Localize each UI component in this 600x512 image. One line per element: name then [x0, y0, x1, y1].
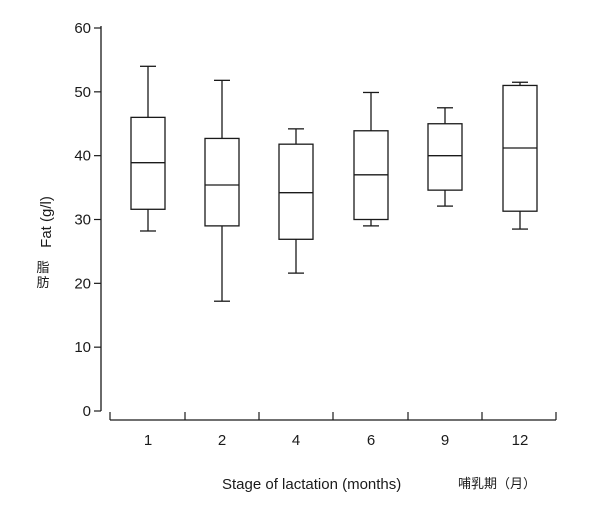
- box-6: [353, 91, 389, 227]
- y-axis: 0 10 20 30 40 50 60: [74, 20, 102, 420]
- x-tick-label: 6: [367, 432, 375, 449]
- y-tick-label: 10: [74, 339, 91, 356]
- y-tick-label: 40: [74, 148, 91, 165]
- y-axis-title-cn-char-2: 肪: [36, 275, 49, 291]
- box-2: [204, 79, 240, 302]
- box-series: [130, 65, 538, 302]
- x-axis: 1 2 4 6 9 12: [109, 412, 557, 449]
- x-tick-label: 1: [144, 432, 152, 449]
- box-4: [278, 128, 314, 274]
- y-axis-title-cn-char-1: 脂: [36, 261, 49, 276]
- y-tick-label: 20: [74, 275, 91, 292]
- x-axis-title: Stage of lactation (months): [222, 476, 401, 493]
- y-tick-label: 0: [83, 403, 91, 420]
- box-9: [427, 107, 463, 207]
- y-tick-label: 60: [74, 20, 91, 37]
- x-tick-label: 12: [512, 432, 529, 449]
- y-tick-label: 30: [74, 212, 91, 229]
- box-iqr: [278, 143, 314, 240]
- x-axis-title-cn: 哺乳期（月）: [458, 477, 536, 492]
- x-tick-label: 2: [218, 432, 226, 449]
- x-tick-label: 4: [292, 432, 300, 449]
- box-iqr: [427, 123, 463, 191]
- box-12: [502, 81, 538, 230]
- x-tick-label: 9: [441, 432, 449, 449]
- y-axis-title: Fat (g/l): [38, 196, 55, 248]
- y-tick-label: 50: [74, 84, 91, 101]
- box-1: [130, 65, 166, 232]
- box-iqr: [204, 137, 240, 227]
